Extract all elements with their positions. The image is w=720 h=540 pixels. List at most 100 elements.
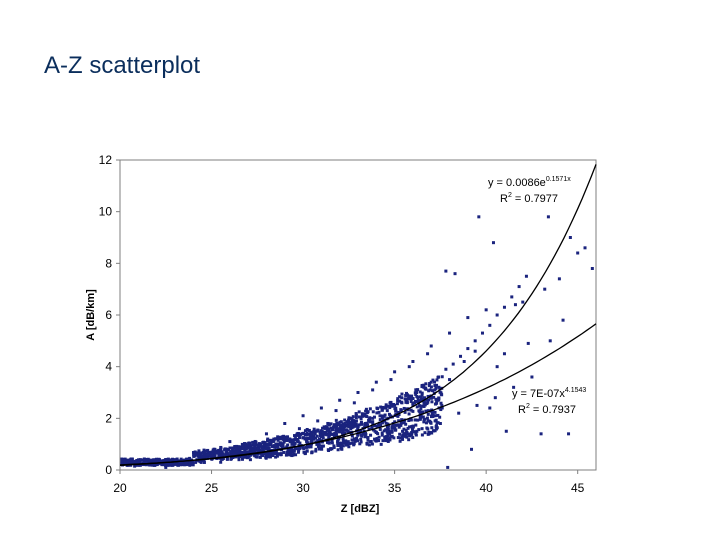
data-point [243,449,247,453]
data-point [420,404,424,408]
data-point [380,421,384,425]
data-point [433,384,437,388]
data-point [297,436,301,440]
data-point [418,404,422,408]
data-point [129,460,133,464]
data-point [543,287,547,291]
data-point [274,455,278,459]
data-point [484,308,488,312]
data-point [252,442,256,446]
data-point [205,453,209,457]
data-point [341,422,345,426]
data-point [568,236,572,239]
y-tick-label: 0 [105,463,112,477]
data-point [334,418,338,422]
data-point [244,447,248,451]
data-point [416,388,420,392]
data-point [156,459,160,463]
data-point [341,428,345,432]
data-point [313,429,317,433]
data-point [309,434,313,438]
data-point [295,447,299,451]
data-point [318,431,322,435]
data-point [140,458,144,462]
data-point [316,439,320,443]
data-point [337,427,341,431]
data-point [188,456,192,460]
data-point [346,440,350,444]
data-point [305,427,309,431]
data-point [407,412,411,416]
data-point [459,354,463,358]
data-point [400,435,404,439]
data-point [202,448,206,452]
data-point [336,448,340,452]
data-point [137,458,141,462]
data-point [327,432,331,436]
data-point [221,453,225,457]
data-point [327,441,331,445]
data-point [430,396,434,400]
data-point [188,461,192,465]
data-point [364,409,368,413]
data-point [226,452,230,456]
data-point [356,391,360,394]
data-point [386,439,390,443]
data-point [427,389,431,393]
data-point [301,445,305,449]
data-point [381,414,385,418]
data-point [125,460,129,464]
x-tick-label: 20 [113,481,127,495]
data-point [370,425,374,429]
data-point [231,451,235,455]
data-point [197,451,201,455]
data-point [338,398,342,402]
data-point [240,457,244,461]
data-point [261,449,265,453]
data-point [433,414,437,418]
data-point [266,437,270,441]
data-point [305,449,309,453]
data-point [245,456,249,460]
data-point [396,436,400,440]
data-point [440,375,444,379]
data-point [217,454,221,458]
data-point [286,448,290,452]
data-point [297,449,301,453]
data-point [314,449,318,453]
data-point [378,414,382,418]
data-point [374,431,378,435]
data-point [338,425,342,429]
data-point [495,365,499,369]
data-point [546,215,550,219]
y-tick-label: 8 [105,256,112,270]
data-point [433,380,437,384]
data-point [292,449,296,453]
data-point [261,441,265,445]
data-point [415,391,419,394]
data-point [488,406,492,410]
x-tick-label: 45 [571,481,585,495]
data-point [408,425,412,429]
data-point [147,463,151,467]
data-point [398,399,402,403]
data-point [416,398,420,402]
data-point [561,318,565,322]
data-point [398,439,402,443]
data-point [352,442,356,446]
data-point [362,414,366,418]
data-point [375,424,379,428]
data-point [368,420,372,424]
data-point [436,421,440,425]
data-point [371,388,375,392]
data-point [440,403,444,407]
data-point [422,420,426,424]
data-point [440,393,444,397]
data-point [393,407,397,411]
data-point [370,442,374,446]
data-point [376,439,380,443]
data-point [266,439,270,443]
data-point [271,453,275,457]
data-point [197,453,201,457]
data-point [371,416,375,420]
